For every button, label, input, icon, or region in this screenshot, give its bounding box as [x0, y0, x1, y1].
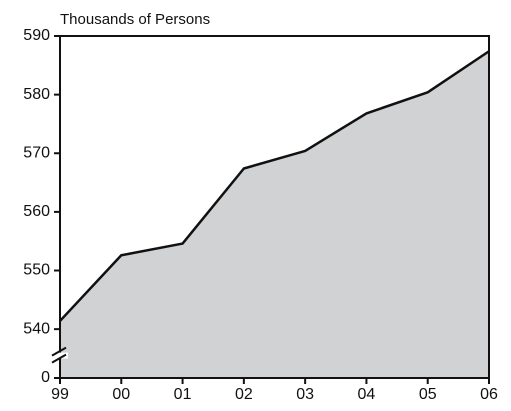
- x-tick-label: 99: [51, 386, 69, 403]
- y-tick-label: 560: [23, 203, 50, 220]
- axis-break: [51, 346, 67, 357]
- x-tick-label: 02: [235, 386, 253, 403]
- axis-break: [51, 353, 67, 364]
- y-tick-label: 0: [41, 369, 50, 386]
- y-tick-label: 580: [23, 86, 50, 103]
- y-axis-label: Thousands of Persons: [60, 11, 210, 28]
- x-tick-label: 05: [419, 386, 437, 403]
- x-tick-label: 06: [480, 386, 498, 403]
- y-tick-label: 540: [23, 320, 50, 337]
- line: [59, 50, 490, 322]
- x-tick-label: 00: [112, 386, 130, 403]
- y-tick-label: 550: [23, 262, 50, 279]
- x-tick-label: 01: [174, 386, 192, 403]
- x-tick-label: 03: [296, 386, 314, 403]
- x-tick-label: 04: [358, 386, 376, 403]
- area: [60, 51, 489, 378]
- axis-break-gap: [52, 352, 68, 359]
- y-tick-label: 570: [23, 144, 50, 161]
- y-tick-label: 590: [23, 27, 50, 44]
- plot-frame: [59, 35, 490, 379]
